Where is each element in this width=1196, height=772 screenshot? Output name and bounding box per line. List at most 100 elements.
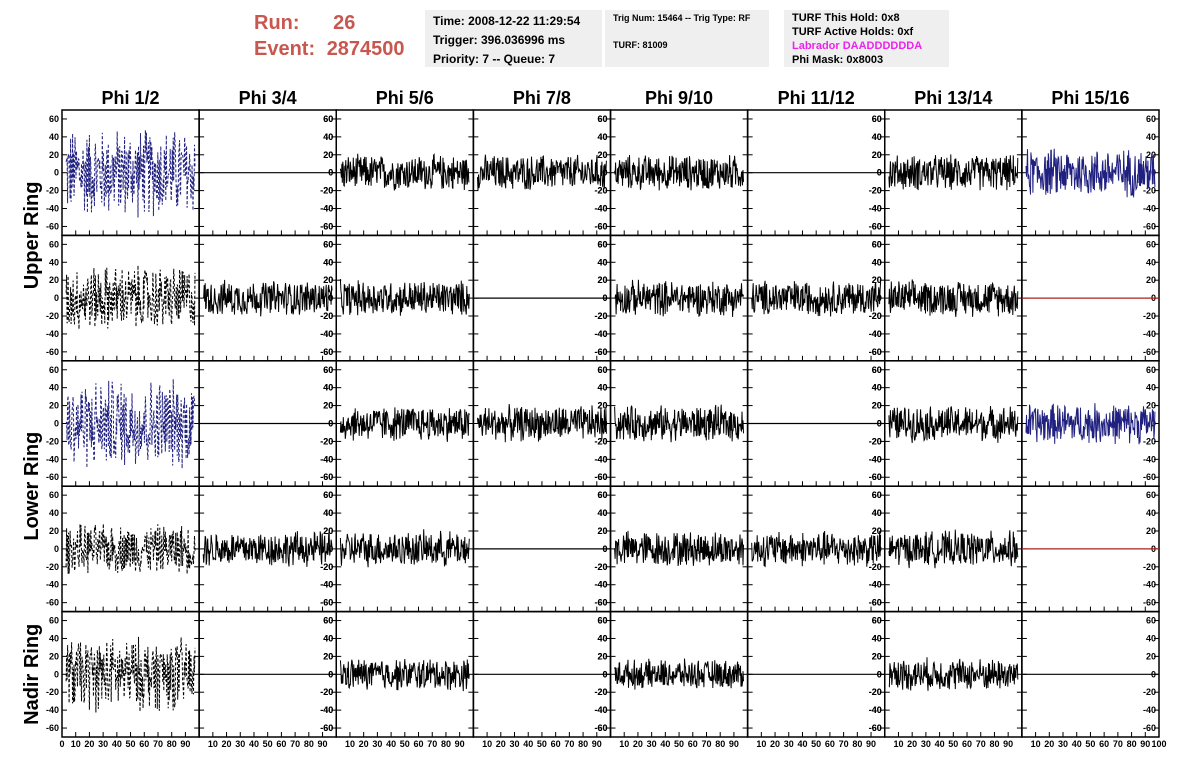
y-tick-label: -60 <box>46 347 59 357</box>
y-tick-label: 20 <box>1146 275 1156 285</box>
y-tick-label: 20 <box>872 401 882 411</box>
y-tick-label: -40 <box>320 204 333 214</box>
y-tick-label: 0 <box>602 419 607 429</box>
y-tick-label: -20 <box>46 687 59 697</box>
x-tick-label: 60 <box>962 739 972 749</box>
turf-hold-text: TURF This Hold: 0x8 <box>792 12 900 24</box>
ring-label: Nadir Ring <box>21 624 43 725</box>
y-tick-label: 20 <box>323 526 333 536</box>
y-tick-label: -20 <box>320 311 333 321</box>
y-tick-label: -60 <box>46 221 59 231</box>
y-tick-label: -20 <box>594 436 607 446</box>
y-tick-label: 60 <box>597 616 607 626</box>
y-tick-label: -20 <box>320 436 333 446</box>
y-tick-label: -60 <box>869 472 882 482</box>
y-tick-label: 20 <box>1146 651 1156 661</box>
y-tick-label: -20 <box>869 687 882 697</box>
event-value: 2874500 <box>326 38 405 60</box>
x-tick-label: 90 <box>455 739 465 749</box>
waveform-trace <box>65 523 196 575</box>
y-tick-label: 40 <box>323 633 333 643</box>
y-tick-label: 0 <box>54 293 59 303</box>
x-tick-label: 40 <box>660 739 670 749</box>
x-tick-label: 80 <box>1127 739 1137 749</box>
y-tick-label: -40 <box>594 329 607 339</box>
y-tick-label: 20 <box>323 275 333 285</box>
y-tick-label: 40 <box>597 132 607 142</box>
y-tick-label: 20 <box>49 401 59 411</box>
y-tick-label: -40 <box>869 329 882 339</box>
y-tick-label: 60 <box>323 239 333 249</box>
column-title: Phi 15/16 <box>1051 88 1129 108</box>
y-tick-label: 60 <box>49 616 59 626</box>
x-tick-label: 40 <box>935 739 945 749</box>
y-tick-label: 20 <box>1146 526 1156 536</box>
y-tick-label: -60 <box>869 472 882 482</box>
waveform-trace <box>339 278 470 316</box>
waveform-trace <box>614 404 744 443</box>
waveform-trace <box>614 530 744 567</box>
y-tick-label: 20 <box>1146 150 1156 160</box>
y-tick-label: 40 <box>597 633 607 643</box>
y-tick-label: 40 <box>597 257 607 267</box>
y-tick-label: -60 <box>320 221 333 231</box>
y-tick-label: -20 <box>320 186 333 196</box>
y-tick-label: 40 <box>872 132 882 142</box>
x-tick-label: 50 <box>400 739 410 749</box>
y-tick-label: 40 <box>872 132 882 142</box>
y-tick-label: 20 <box>872 150 882 160</box>
y-tick-label: -40 <box>594 329 607 339</box>
y-tick-label: 60 <box>872 365 882 375</box>
y-tick-label: 40 <box>323 132 333 142</box>
y-tick-label: -20 <box>869 562 882 572</box>
y-tick-label: -40 <box>320 454 333 464</box>
waveform-trace <box>339 153 470 191</box>
x-tick-label: 50 <box>537 739 547 749</box>
waveform-trace <box>65 379 196 469</box>
event-label: Event: <box>254 38 316 60</box>
y-tick-label: 60 <box>1146 490 1156 500</box>
y-tick-label: 40 <box>872 633 882 643</box>
x-tick-label: 80 <box>167 739 177 749</box>
y-tick-label: -60 <box>320 598 333 608</box>
y-tick-label: 0 <box>328 669 333 679</box>
y-tick-label: 20 <box>597 526 607 536</box>
y-tick-label: 40 <box>597 383 607 393</box>
y-tick-label: 40 <box>49 383 59 393</box>
y-tick-label: 20 <box>49 150 59 160</box>
x-tick-label: 30 <box>235 739 245 749</box>
y-tick-label: 20 <box>597 651 607 661</box>
x-tick-label: 90 <box>180 739 190 749</box>
x-tick-label: 60 <box>414 739 424 749</box>
x-tick-label: 50 <box>811 739 821 749</box>
y-tick-label: -60 <box>594 347 607 357</box>
y-tick-label: 0 <box>54 544 59 554</box>
y-tick-label: 40 <box>1146 383 1156 393</box>
x-tick-label: 40 <box>1072 739 1082 749</box>
x-tick-label: 70 <box>976 739 986 749</box>
y-tick-label: -40 <box>869 705 882 715</box>
waveform-trace <box>65 265 196 330</box>
y-tick-label: -20 <box>869 311 882 321</box>
y-tick-label: -20 <box>594 311 607 321</box>
y-tick-label: -60 <box>869 723 882 733</box>
y-tick-label: -40 <box>320 204 333 214</box>
y-tick-label: 20 <box>872 150 882 160</box>
y-tick-label: -60 <box>320 221 333 231</box>
y-tick-label: 20 <box>597 526 607 536</box>
column-title: Phi 1/2 <box>102 88 160 108</box>
x-tick-label: 40 <box>249 739 259 749</box>
y-tick-label: -60 <box>1143 723 1156 733</box>
y-tick-label: -20 <box>869 687 882 697</box>
y-tick-label: -20 <box>320 436 333 446</box>
y-tick-label: 40 <box>1146 132 1156 142</box>
y-tick-label: -20 <box>320 562 333 572</box>
y-tick-label: -40 <box>594 204 607 214</box>
y-tick-label: -20 <box>1143 562 1156 572</box>
y-tick-label: 20 <box>872 651 882 661</box>
x-tick-label: 40 <box>386 739 396 749</box>
y-tick-label: 0 <box>328 168 333 178</box>
y-tick-label: -40 <box>320 329 333 339</box>
x-tick-label: 20 <box>907 739 917 749</box>
y-tick-label: -60 <box>594 347 607 357</box>
